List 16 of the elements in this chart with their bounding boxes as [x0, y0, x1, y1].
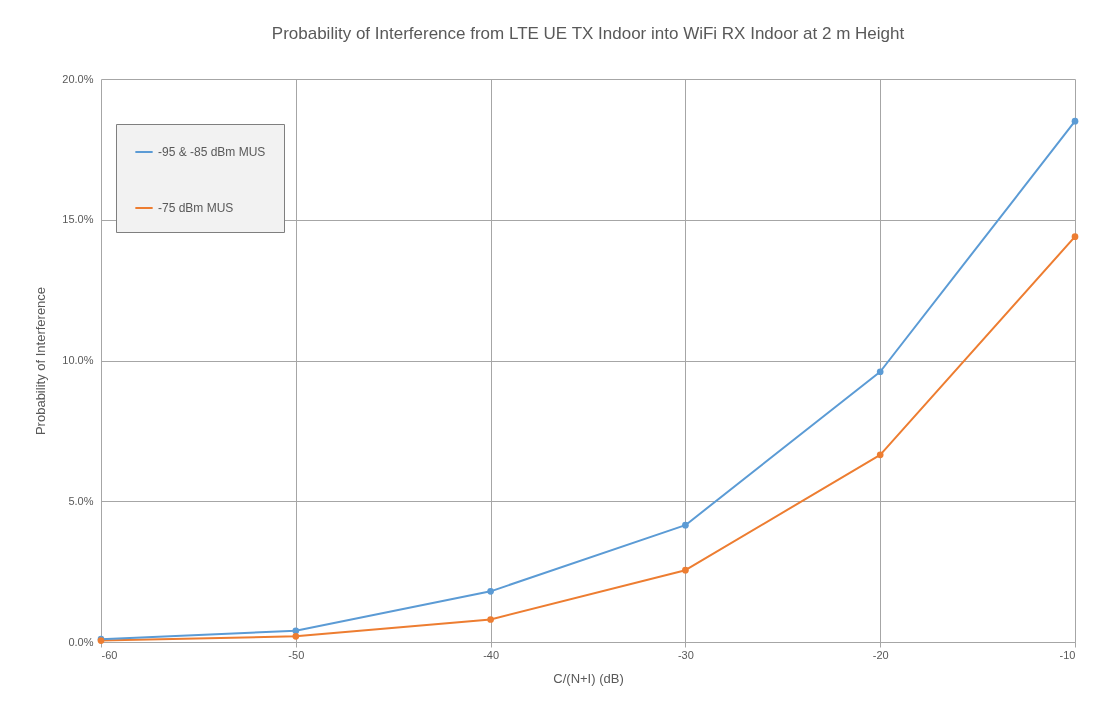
- legend-label: -75 dBm MUS: [158, 201, 234, 215]
- y-axis-title: Probability of Interference: [33, 286, 49, 436]
- x-axis-title: C/(N+I) (dB): [553, 670, 624, 686]
- y-tick-label: 5.0%: [68, 494, 94, 507]
- chart-title: Probability of Interference from LTE UE TX Indoor into WiFi RX Indoor at 2 m Height: [271, 24, 905, 43]
- x-tick-label: -40: [483, 648, 500, 661]
- x-tick-label: -10: [1059, 648, 1076, 661]
- x-tick-label: -30: [677, 648, 694, 661]
- y-tick-label: 20.0%: [62, 72, 94, 85]
- x-tick-label: -20: [872, 648, 889, 661]
- y-tick-label: 0.0%: [68, 635, 94, 648]
- legend-label: -95 & -85 dBm MUS: [158, 145, 266, 159]
- x-tick-label: -60: [101, 648, 118, 661]
- x-tick-label: -50: [288, 648, 305, 661]
- y-tick-label: 15.0%: [62, 213, 94, 226]
- y-tick-label: 10.0%: [62, 354, 94, 366]
